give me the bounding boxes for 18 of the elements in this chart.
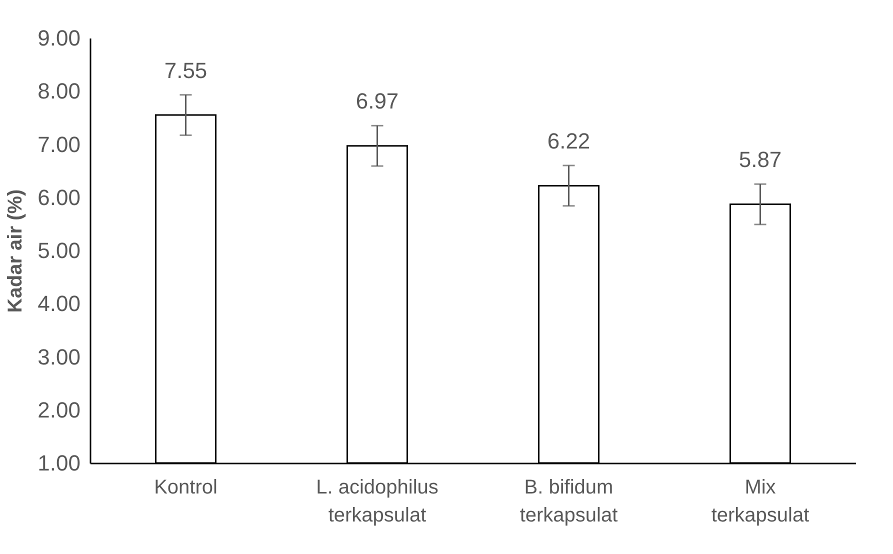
- data-label: 7.55: [164, 58, 208, 83]
- data-label: 5.87: [738, 147, 782, 172]
- y-tick-label: 5.00: [38, 238, 80, 263]
- y-tick-label: 2.00: [38, 397, 80, 422]
- y-axis-title: Kadar air (%): [4, 189, 27, 313]
- x-tick-label: Mix terkapsulat: [711, 476, 810, 526]
- y-tick-label: 9.00: [38, 26, 80, 50]
- y-tick-label: 8.00: [38, 78, 80, 104]
- y-tick-label: 6.00: [38, 184, 80, 210]
- y-tick-label: 4.00: [38, 291, 80, 316]
- y-tick-label: 1.00: [38, 450, 80, 476]
- x-tick-label: B. bifidum terkapsulat: [520, 476, 618, 526]
- data-label: 6.97: [356, 88, 399, 114]
- data-label: 6.22: [547, 128, 590, 154]
- x-tick-label: Kontrol: [154, 476, 218, 498]
- y-tick-label: 7.00: [38, 132, 80, 157]
- y-tick-label: 3.00: [38, 344, 80, 370]
- x-tick-label: L. acidophilus terkapsulat: [316, 476, 438, 526]
